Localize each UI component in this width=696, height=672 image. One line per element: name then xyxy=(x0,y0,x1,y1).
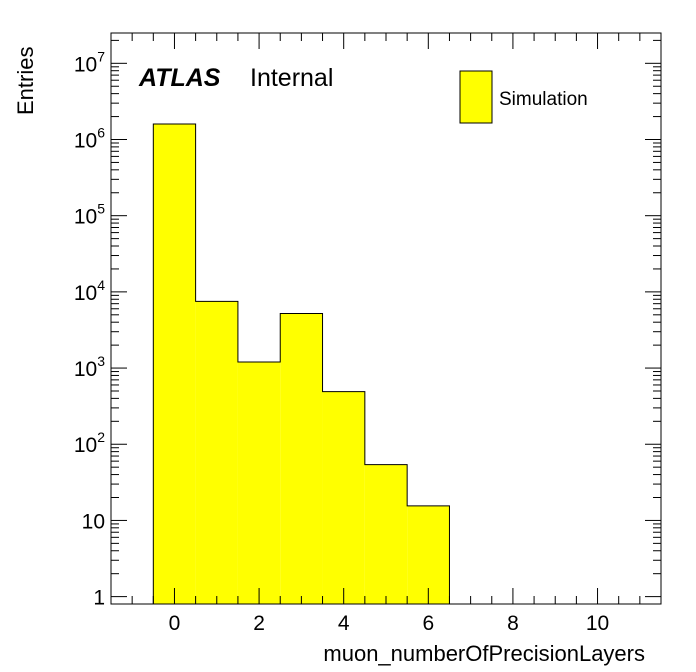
x-tick-label: 10 xyxy=(586,612,609,635)
histogram-bar xyxy=(196,301,238,604)
y-tick-label: 10 xyxy=(82,510,105,533)
x-tick-label: 2 xyxy=(253,612,265,635)
x-tick-label: 6 xyxy=(422,612,434,635)
legend-label: Simulation xyxy=(499,89,588,110)
histogram-bar xyxy=(323,392,365,604)
x-tick-label: 0 xyxy=(169,612,181,635)
atlas-status-label: Internal xyxy=(250,64,333,92)
histogram-chart: 0 2 4 6 8 10 110102103104105106107 muon_numbe… xyxy=(0,0,696,672)
atlas-label: ATLAS xyxy=(138,64,221,92)
histogram-bar xyxy=(238,362,280,604)
y-axis-title: Entries xyxy=(13,47,38,115)
x-axis-title: muon_numberOfPrecisionLayers xyxy=(323,641,645,666)
x-tick-label: 8 xyxy=(507,612,519,635)
y-tick-label: 1 xyxy=(93,587,105,610)
histogram-bar xyxy=(365,465,407,604)
histogram-bar xyxy=(153,124,195,604)
histogram-bar xyxy=(280,314,322,604)
x-tick-label: 4 xyxy=(338,612,350,635)
legend-swatch xyxy=(460,71,492,123)
